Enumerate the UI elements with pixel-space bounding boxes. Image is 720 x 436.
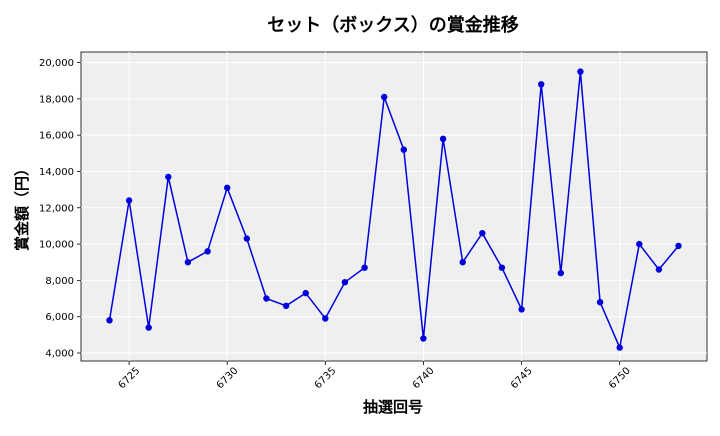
x-tick-label: 6725 (117, 365, 143, 391)
x-tick-label: 6745 (509, 365, 535, 391)
data-point (184, 259, 192, 266)
series-layer (106, 68, 682, 351)
series-line (108, 71, 680, 351)
data-point (263, 295, 270, 302)
data-point (557, 269, 564, 277)
data-point (361, 264, 368, 271)
y-tick-label: 8,000 (45, 276, 74, 287)
y-tick-label: 14,000 (39, 167, 74, 178)
data-point (616, 344, 623, 351)
y-axis-label: 賞金額（円） (13, 161, 31, 251)
y-tick-label: 18,000 (39, 94, 74, 105)
data-point (400, 146, 407, 153)
y-tick-label: 4,000 (45, 349, 74, 360)
data-point (165, 173, 172, 181)
chart-title: セット（ボックス）の賞金推移 (267, 14, 518, 36)
y-tick-label: 12,000 (39, 203, 74, 214)
grid-lines (81, 52, 707, 361)
x-tick-label: 6750 (607, 365, 633, 391)
data-point (322, 315, 329, 322)
data-point (675, 242, 682, 250)
x-tick-label: 6730 (215, 365, 241, 391)
y-tick-label: 16,000 (39, 131, 74, 142)
data-point (243, 235, 250, 242)
data-point (596, 299, 604, 306)
data-point (420, 335, 427, 342)
data-point (125, 197, 133, 204)
data-point (518, 306, 525, 313)
data-point (204, 248, 211, 255)
y-tick-label: 20,000 (39, 58, 74, 69)
data-point (341, 279, 349, 286)
data-point (655, 266, 663, 273)
data-point (145, 324, 152, 331)
x-axis-label: 抽選回号 (363, 398, 423, 416)
data-point (538, 81, 545, 88)
data-point (479, 230, 486, 237)
data-point (106, 317, 113, 324)
data-point (224, 184, 231, 191)
data-point (282, 302, 290, 309)
data-point (577, 68, 584, 75)
x-tick-label: 6735 (313, 365, 339, 391)
y-tick-label: 6,000 (45, 312, 74, 323)
x-tick-label: 6740 (411, 365, 437, 391)
y-tick-label: 10,000 (39, 240, 74, 251)
data-point (302, 289, 309, 297)
data-point (498, 264, 506, 271)
data-point (459, 259, 466, 266)
data-point (381, 93, 388, 101)
data-point (439, 135, 447, 142)
data-point (636, 240, 643, 248)
